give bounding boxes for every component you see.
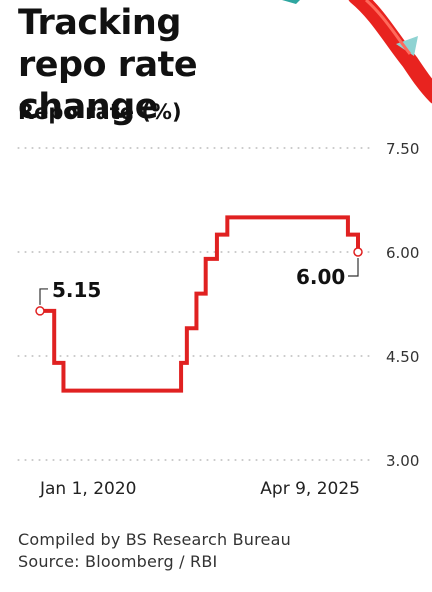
y-tick-label: 3.00 <box>386 452 419 470</box>
red-swoosh-shape <box>348 0 432 104</box>
x-tick-label: Apr 9, 2025 <box>260 479 360 499</box>
credit-note: Compiled by BS Research Bureau <box>18 530 291 549</box>
teal-accent-shape <box>282 0 300 4</box>
y-tick-label: 7.50 <box>386 140 419 158</box>
x-tick-label: Jan 1, 2020 <box>39 479 137 499</box>
chart-subtitle: Repo rate (%) <box>18 100 182 124</box>
annotation-leader <box>348 258 359 277</box>
teal-highlight-shape <box>396 36 418 56</box>
annotation-marker <box>353 247 363 257</box>
y-tick-label: 4.50 <box>386 348 419 366</box>
annotation-marker <box>35 306 45 316</box>
repo-rate-line <box>40 215 360 393</box>
y-tick-label: 6.00 <box>386 244 419 262</box>
decorative-graphic <box>282 0 432 104</box>
repo-rate-chart: 7.50 6.00 4.50 3.00 5.15 6.00 Jan 1, 2020 Apr 9… <box>17 140 419 499</box>
annotation-label: 5.15 <box>52 278 101 302</box>
annotation-leader <box>39 288 48 305</box>
red-swoosh-highlight <box>365 0 412 55</box>
page-title: Tracking repo rate change <box>18 3 198 127</box>
source-note: Source: Bloomberg / RBI <box>18 552 218 571</box>
annotation-label: 6.00 <box>296 265 345 289</box>
